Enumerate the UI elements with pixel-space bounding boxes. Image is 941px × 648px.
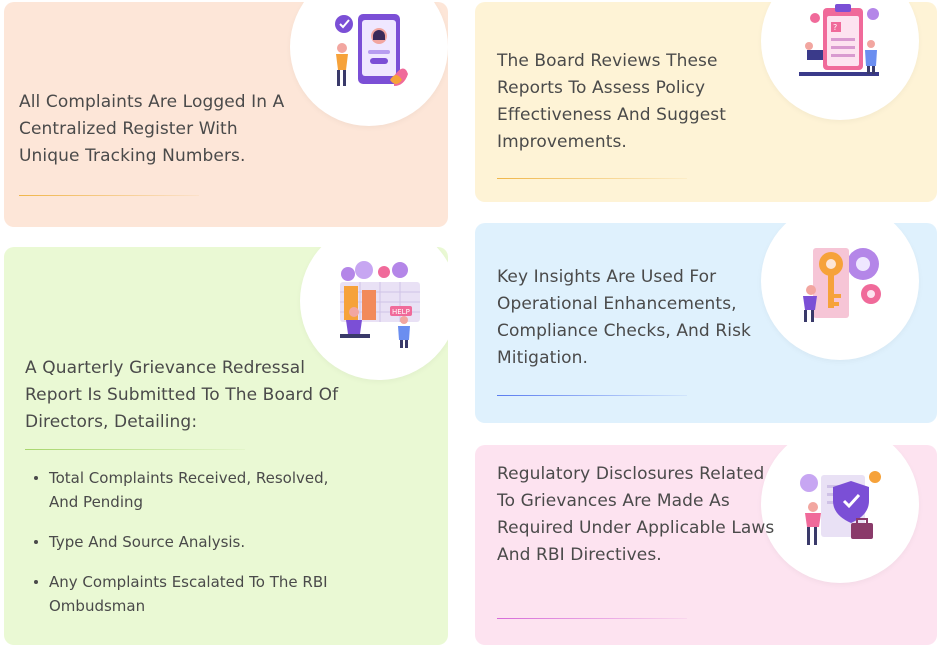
divider (497, 178, 687, 179)
help-desk-icon: HELP (340, 261, 420, 348)
list-item: Any Complaints Escalated To The RBI Ombu… (32, 570, 352, 618)
key-insights-card: Key Insights Are Used For Operational En… (475, 223, 937, 423)
report-review-icon: ? (799, 4, 879, 76)
card-text: Key Insights Are Used For Operational En… (497, 267, 751, 368)
quarterly-report-card: HELP A Quarterly Grievance Redressal Rep… (4, 247, 448, 645)
divider (19, 195, 199, 196)
divider (25, 449, 245, 450)
svg-text:?: ? (833, 23, 837, 32)
illustration-circle (761, 223, 919, 360)
complaint-register-icon (335, 14, 408, 86)
card-text: The Board Reviews These Reports To Asses… (497, 51, 727, 152)
divider (497, 618, 687, 619)
illustration-circle: HELP (300, 247, 448, 380)
regulatory-disclosures-card: Regulatory Disclosures Related To Grieva… (475, 445, 937, 645)
svg-text:HELP: HELP (392, 308, 410, 316)
key-insights-icon (803, 248, 881, 322)
illustration-circle (761, 445, 919, 583)
illustration-circle: ? (761, 2, 919, 120)
card-text: Regulatory Disclosures Related To Grieva… (497, 464, 775, 565)
divider (497, 395, 687, 396)
board-review-card: ? The Board Reviews These Reports To Ass… (475, 2, 937, 202)
card-text: All Complaints Are Logged In A Centraliz… (19, 92, 285, 166)
list-item: Total Complaints Received, Resolved, And… (32, 466, 352, 514)
card-text: A Quarterly Grievance Redressal Report I… (25, 358, 339, 432)
regulatory-shield-icon (800, 471, 881, 545)
report-details-list: Total Complaints Received, Resolved, And… (32, 466, 352, 634)
illustration-circle (290, 2, 448, 126)
complaint-logging-card: All Complaints Are Logged In A Centraliz… (4, 2, 448, 227)
list-item: Type And Source Analysis. (32, 530, 352, 554)
